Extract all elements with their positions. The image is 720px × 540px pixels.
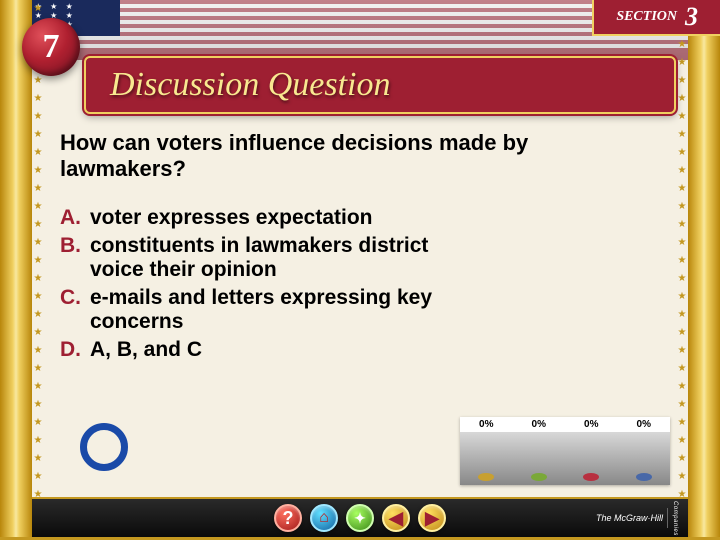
- help-button[interactable]: ?: [274, 504, 302, 532]
- star-strip-left: ★★★★★★★★★★★★★★★★★★★★★★★★★★★★: [32, 0, 44, 537]
- poll-value: 0%: [637, 419, 651, 430]
- gold-border-right: [688, 0, 720, 537]
- option-letter: A.: [60, 206, 90, 230]
- nav-icon-group: ? ⌂ ✦ ◀ ▶: [274, 504, 446, 532]
- poll-value: 0%: [584, 419, 598, 430]
- next-button[interactable]: ▶: [418, 504, 446, 532]
- poll-marker: [478, 473, 494, 481]
- poll-labels: 0% 0% 0% 0%: [460, 417, 670, 432]
- back-button[interactable]: ◀: [382, 504, 410, 532]
- option-text: voter expresses expectation: [90, 206, 372, 230]
- poll-body: [460, 432, 670, 485]
- question-text: How can voters influence decisions made …: [60, 130, 660, 182]
- publisher-credit: The McGraw·Hill Companies: [596, 501, 678, 536]
- option-text: e-mails and letters expressing key conce…: [90, 286, 480, 334]
- footer-bar: ? ⌂ ✦ ◀ ▶ The McGraw·Hill Companies: [32, 497, 688, 537]
- option-d[interactable]: D. A, B, and C: [60, 338, 480, 362]
- slide-title: Discussion Question: [110, 66, 391, 104]
- option-letter: C.: [60, 286, 90, 334]
- option-letter: B.: [60, 234, 90, 282]
- poll-marker: [636, 473, 652, 481]
- option-b[interactable]: B. constituents in lawmakers district vo…: [60, 234, 480, 282]
- poll-value: 0%: [479, 419, 493, 430]
- title-plate: Discussion Question: [84, 56, 676, 114]
- section-number: 3: [685, 2, 698, 32]
- gold-border-left: [0, 0, 32, 537]
- option-text: A, B, and C: [90, 338, 202, 362]
- publisher-name: The McGraw·Hill: [596, 513, 663, 523]
- section-tab: SECTION 3: [592, 0, 720, 36]
- star-strip-right: ★★★★★★★★★★★★★★★★★★★★★★★★★★★★: [676, 0, 688, 537]
- option-letter: D.: [60, 338, 90, 362]
- poll-marker: [583, 473, 599, 481]
- publisher-vertical: Companies: [672, 501, 678, 536]
- section-label: SECTION: [616, 9, 677, 25]
- tools-button[interactable]: ✦: [346, 504, 374, 532]
- option-c[interactable]: C. e-mails and letters expressing key co…: [60, 286, 480, 334]
- poll-chart: 0% 0% 0% 0%: [460, 417, 670, 485]
- option-text: constituents in lawmakers district voice…: [90, 234, 480, 282]
- poll-value: 0%: [532, 419, 546, 430]
- home-button[interactable]: ⌂: [310, 504, 338, 532]
- poll-marker: [531, 473, 547, 481]
- selection-circle-icon: [80, 423, 128, 471]
- chapter-badge: 7: [22, 18, 80, 76]
- slide-frame: ★ ★ ★ ★ ★★ ★ ★ ★ ★★ ★ ★ ★ ★ ★★★★★★★★★★★★…: [0, 0, 720, 540]
- separator: [667, 508, 668, 528]
- option-a[interactable]: A. voter expresses expectation: [60, 206, 480, 230]
